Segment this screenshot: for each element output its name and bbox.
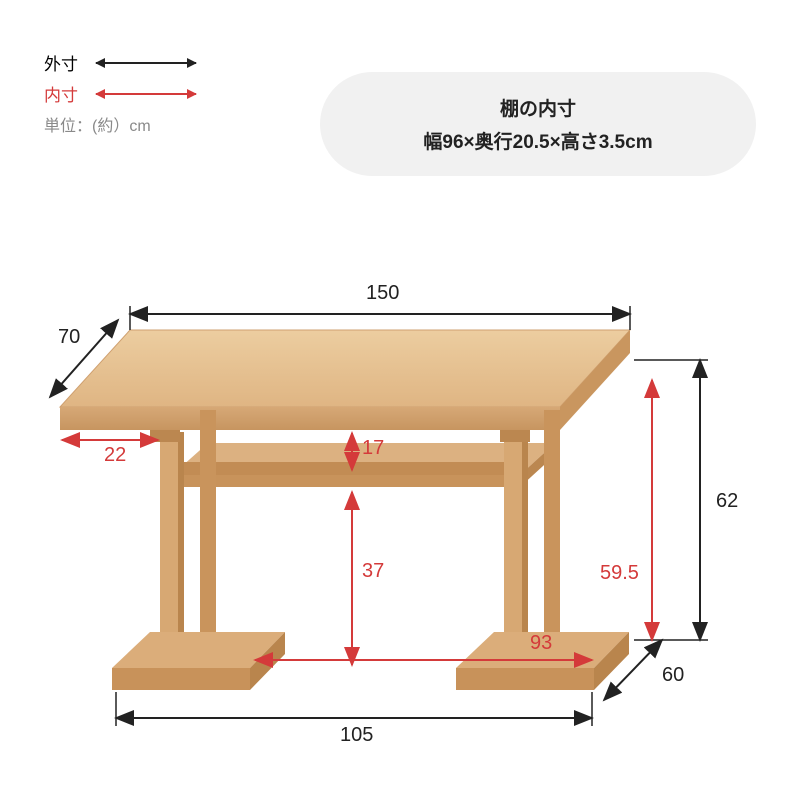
dim-width-top: 150 <box>366 282 399 305</box>
dim-height: 62 <box>716 490 738 513</box>
dim-bottom-width: 105 <box>340 724 373 747</box>
dim-foot-depth: 60 <box>662 664 684 687</box>
dim-shelf-gap: 17 <box>362 437 384 460</box>
dim-overhang: 22 <box>104 444 126 467</box>
dim-depth-top: 70 <box>58 326 80 349</box>
dim-under-shelf: 37 <box>362 560 384 583</box>
dim-inner-span: 93 <box>530 632 552 655</box>
dim-inner-height: 59.5 <box>600 562 639 585</box>
